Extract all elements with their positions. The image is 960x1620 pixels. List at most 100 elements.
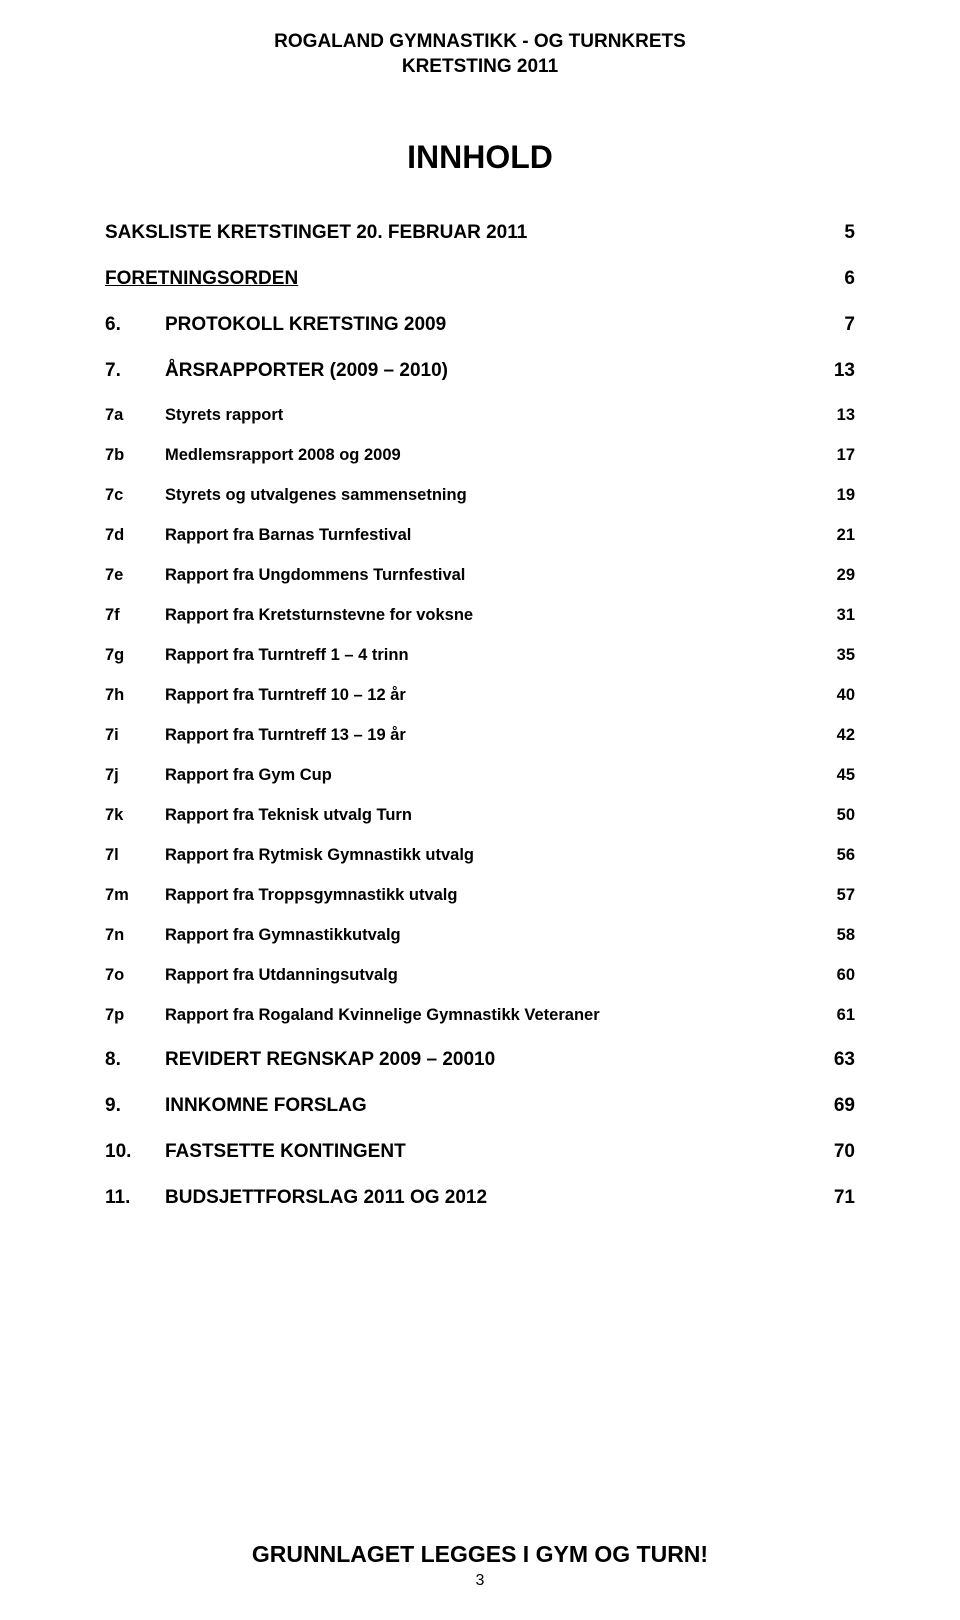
toc-page: 56 bbox=[837, 846, 855, 865]
toc-label: 7aStyrets rapport bbox=[105, 406, 283, 425]
footer: GRUNNLAGET LEGGES I GYM OG TURN! 3 bbox=[0, 1541, 960, 1590]
toc-label: 10.FASTSETTE KONTINGENT bbox=[105, 1141, 406, 1163]
toc-label: 8.REVIDERT REGNSKAP 2009 – 20010 bbox=[105, 1049, 495, 1071]
toc-row: SAKSLISTE KRETSTINGET 20. FEBRUAR 2011 5 bbox=[105, 222, 855, 244]
toc-row: 7nRapport fra Gymnastikkutvalg 58 bbox=[105, 926, 855, 945]
toc-number: 7b bbox=[105, 446, 165, 465]
toc-number: 7d bbox=[105, 526, 165, 545]
toc-text: BUDSJETTFORSLAG 2011 OG 2012 bbox=[165, 1187, 487, 1209]
toc-row: 8.REVIDERT REGNSKAP 2009 – 20010 63 bbox=[105, 1049, 855, 1071]
toc-text: FORETNINGSORDEN bbox=[105, 268, 298, 290]
toc-text: Styrets og utvalgenes sammensetning bbox=[165, 486, 467, 505]
toc-page: 60 bbox=[837, 966, 855, 985]
toc-page: 63 bbox=[834, 1049, 855, 1071]
toc-page: 45 bbox=[837, 766, 855, 785]
toc-row: 7aStyrets rapport13 bbox=[105, 406, 855, 425]
main-title: INNHOLD bbox=[105, 139, 855, 176]
toc-page: 40 bbox=[837, 686, 855, 705]
toc-text: Rapport fra Ungdommens Turnfestival bbox=[165, 566, 465, 585]
toc-row: 7bMedlemsrapport 2008 og 2009 17 bbox=[105, 446, 855, 465]
toc-row: 7gRapport fra Turntreff 1 – 4 trinn 35 bbox=[105, 646, 855, 665]
toc-text: Rapport fra Turntreff 13 – 19 år bbox=[165, 726, 406, 745]
toc-label: 7mRapport fra Troppsgymnastikk utvalg bbox=[105, 886, 457, 905]
toc-text: INNKOMNE FORSLAG bbox=[165, 1095, 367, 1117]
toc-number: 7l bbox=[105, 846, 165, 865]
toc-label: 7hRapport fra Turntreff 10 – 12 år bbox=[105, 686, 406, 705]
toc-number: 7i bbox=[105, 726, 165, 745]
toc-row: 7pRapport fra Rogaland Kvinnelige Gymnas… bbox=[105, 1006, 855, 1025]
header-line-1: ROGALAND GYMNASTIKK - OG TURNKRETS bbox=[105, 30, 855, 55]
toc-label: 7pRapport fra Rogaland Kvinnelige Gymnas… bbox=[105, 1006, 600, 1025]
toc-page: 17 bbox=[837, 446, 855, 465]
toc-page: 50 bbox=[837, 806, 855, 825]
toc-number: 9. bbox=[105, 1095, 165, 1117]
toc-number: 7. bbox=[105, 360, 165, 382]
toc-label: 7nRapport fra Gymnastikkutvalg bbox=[105, 926, 401, 945]
document-header: ROGALAND GYMNASTIKK - OG TURNKRETS KRETS… bbox=[105, 30, 855, 79]
toc-text: Rapport fra Troppsgymnastikk utvalg bbox=[165, 886, 457, 905]
toc-text: Rapport fra Turntreff 10 – 12 år bbox=[165, 686, 406, 705]
toc-label: 7kRapport fra Teknisk utvalg Turn bbox=[105, 806, 412, 825]
toc-number: 6. bbox=[105, 314, 165, 336]
toc-page: 21 bbox=[837, 526, 855, 545]
toc-number: 7k bbox=[105, 806, 165, 825]
toc-row: 7fRapport fra Kretsturnstevne for voksne… bbox=[105, 606, 855, 625]
toc-page: 35 bbox=[837, 646, 855, 665]
toc-page: 42 bbox=[837, 726, 855, 745]
toc-number: 11. bbox=[105, 1187, 165, 1209]
toc-label: 7dRapport fra Barnas Turnfestival bbox=[105, 526, 411, 545]
toc-text: SAKSLISTE KRETSTINGET 20. FEBRUAR 2011 bbox=[105, 222, 527, 244]
table-of-contents: SAKSLISTE KRETSTINGET 20. FEBRUAR 2011 5 F… bbox=[105, 222, 855, 1209]
toc-text: Rapport fra Teknisk utvalg Turn bbox=[165, 806, 412, 825]
toc-row: 9.INNKOMNE FORSLAG 69 bbox=[105, 1095, 855, 1117]
toc-number: 7e bbox=[105, 566, 165, 585]
toc-page: 31 bbox=[837, 606, 855, 625]
toc-text: Rapport fra Rogaland Kvinnelige Gymnasti… bbox=[165, 1006, 600, 1025]
toc-label: 7gRapport fra Turntreff 1 – 4 trinn bbox=[105, 646, 409, 665]
toc-row: 7kRapport fra Teknisk utvalg Turn 50 bbox=[105, 806, 855, 825]
toc-row: 7lRapport fra Rytmisk Gymnastikk utvalg 5… bbox=[105, 846, 855, 865]
toc-text: FASTSETTE KONTINGENT bbox=[165, 1141, 406, 1163]
toc-label: 7iRapport fra Turntreff 13 – 19 år bbox=[105, 726, 406, 745]
toc-text: Rapport fra Gym Cup bbox=[165, 766, 332, 785]
toc-page: 29 bbox=[837, 566, 855, 585]
toc-label: 6.PROTOKOLL KRETSTING 2009 bbox=[105, 314, 446, 336]
toc-number: 7h bbox=[105, 686, 165, 705]
toc-page: 5 bbox=[844, 222, 855, 244]
toc-page: 61 bbox=[837, 1006, 855, 1025]
toc-text: REVIDERT REGNSKAP 2009 – 20010 bbox=[165, 1049, 495, 1071]
toc-text: Styrets rapport bbox=[165, 406, 283, 425]
toc-row: 7mRapport fra Troppsgymnastikk utvalg57 bbox=[105, 886, 855, 905]
toc-label: 11.BUDSJETTFORSLAG 2011 OG 2012 bbox=[105, 1187, 487, 1209]
toc-row: 7hRapport fra Turntreff 10 – 12 år 40 bbox=[105, 686, 855, 705]
toc-row: 6.PROTOKOLL KRETSTING 20097 bbox=[105, 314, 855, 336]
toc-row: 7cStyrets og utvalgenes sammensetning 19 bbox=[105, 486, 855, 505]
toc-number: 8. bbox=[105, 1049, 165, 1071]
toc-row: 7dRapport fra Barnas Turnfestival 21 bbox=[105, 526, 855, 545]
toc-number: 7n bbox=[105, 926, 165, 945]
toc-label: 7jRapport fra Gym Cup bbox=[105, 766, 332, 785]
toc-label: 7.ÅRSRAPPORTER (2009 – 2010) bbox=[105, 360, 448, 382]
toc-number: 7p bbox=[105, 1006, 165, 1025]
toc-label: 7oRapport fra Utdanningsutvalg bbox=[105, 966, 398, 985]
toc-row: 7oRapport fra Utdanningsutvalg 60 bbox=[105, 966, 855, 985]
toc-label: FORETNINGSORDEN bbox=[105, 268, 298, 290]
toc-number: 7o bbox=[105, 966, 165, 985]
toc-row: 7jRapport fra Gym Cup 45 bbox=[105, 766, 855, 785]
toc-text: Rapport fra Gymnastikkutvalg bbox=[165, 926, 401, 945]
toc-text: Rapport fra Utdanningsutvalg bbox=[165, 966, 398, 985]
toc-number: 7a bbox=[105, 406, 165, 425]
toc-page: 58 bbox=[837, 926, 855, 945]
toc-page: 13 bbox=[834, 360, 855, 382]
toc-text: Rapport fra Barnas Turnfestival bbox=[165, 526, 411, 545]
toc-row: 7.ÅRSRAPPORTER (2009 – 2010) 13 bbox=[105, 360, 855, 382]
toc-page: 19 bbox=[837, 486, 855, 505]
toc-row: FORETNINGSORDEN6 bbox=[105, 268, 855, 290]
toc-label: 7cStyrets og utvalgenes sammensetning bbox=[105, 486, 467, 505]
toc-page: 69 bbox=[834, 1095, 855, 1117]
toc-label: 7bMedlemsrapport 2008 og 2009 bbox=[105, 446, 401, 465]
toc-label: 7lRapport fra Rytmisk Gymnastikk utvalg bbox=[105, 846, 474, 865]
toc-text: Medlemsrapport 2008 og 2009 bbox=[165, 446, 401, 465]
toc-label: 7eRapport fra Ungdommens Turnfestival bbox=[105, 566, 465, 585]
header-line-2: KRETSTING 2011 bbox=[105, 55, 855, 80]
